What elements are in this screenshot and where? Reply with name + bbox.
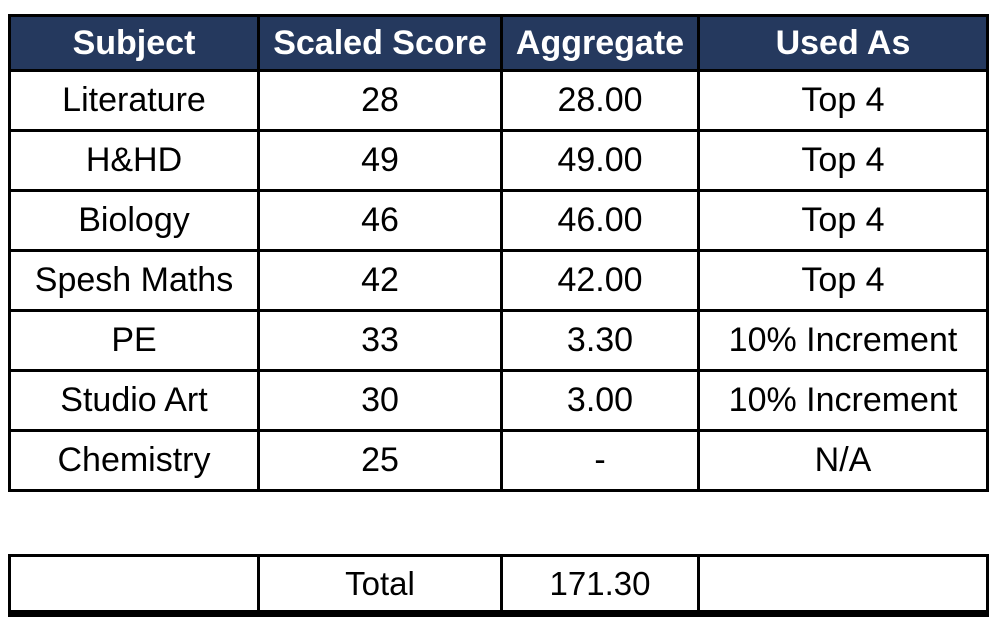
cell-subject: Biology: [8, 189, 260, 252]
table-row: Chemistry 25 - N/A: [8, 429, 989, 492]
cell-used-as: N/A: [697, 429, 989, 492]
cell-subject: H&HD: [8, 129, 260, 192]
cell-used-as: 10% Increment: [697, 369, 989, 432]
cell-scaled-score: 33: [257, 309, 503, 372]
subject-scores-table: Subject Scaled Score Aggregate Used As L…: [8, 14, 989, 492]
total-empty-cell-right: [697, 554, 989, 617]
cell-aggregate: -: [500, 429, 700, 492]
cell-used-as: Top 4: [697, 249, 989, 312]
header-subject: Subject: [8, 14, 260, 72]
cell-subject: Chemistry: [8, 429, 260, 492]
cell-subject: PE: [8, 309, 260, 372]
cell-scaled-score: 25: [257, 429, 503, 492]
header-scaled-score: Scaled Score: [257, 14, 503, 72]
table-row: Biology 46 46.00 Top 4: [8, 189, 989, 252]
cell-aggregate: 3.00: [500, 369, 700, 432]
table-row: Spesh Maths 42 42.00 Top 4: [8, 249, 989, 312]
cell-subject: Literature: [8, 69, 260, 132]
table-row: Literature 28 28.00 Top 4: [8, 69, 989, 132]
cell-used-as: Top 4: [697, 189, 989, 252]
total-value: 171.30: [500, 554, 700, 617]
cell-used-as: Top 4: [697, 69, 989, 132]
cell-used-as: Top 4: [697, 129, 989, 192]
header-row: Subject Scaled Score Aggregate Used As: [8, 14, 989, 72]
cell-scaled-score: 30: [257, 369, 503, 432]
cell-subject: Studio Art: [8, 369, 260, 432]
total-label: Total: [257, 554, 503, 617]
total-row-table: Total 171.30: [8, 554, 989, 617]
cell-aggregate: 46.00: [500, 189, 700, 252]
total-row: Total 171.30: [8, 554, 989, 617]
table-row: H&HD 49 49.00 Top 4: [8, 129, 989, 192]
table-row: PE 33 3.30 10% Increment: [8, 309, 989, 372]
cell-aggregate: 28.00: [500, 69, 700, 132]
cell-scaled-score: 46: [257, 189, 503, 252]
cell-aggregate: 49.00: [500, 129, 700, 192]
cell-used-as: 10% Increment: [697, 309, 989, 372]
table-row: Studio Art 30 3.00 10% Increment: [8, 369, 989, 432]
cell-scaled-score: 28: [257, 69, 503, 132]
cell-scaled-score: 49: [257, 129, 503, 192]
cell-aggregate: 42.00: [500, 249, 700, 312]
cell-aggregate: 3.30: [500, 309, 700, 372]
cell-scaled-score: 42: [257, 249, 503, 312]
cell-subject: Spesh Maths: [8, 249, 260, 312]
header-aggregate: Aggregate: [500, 14, 700, 72]
total-empty-cell-left: [8, 554, 260, 617]
header-used-as: Used As: [697, 14, 989, 72]
